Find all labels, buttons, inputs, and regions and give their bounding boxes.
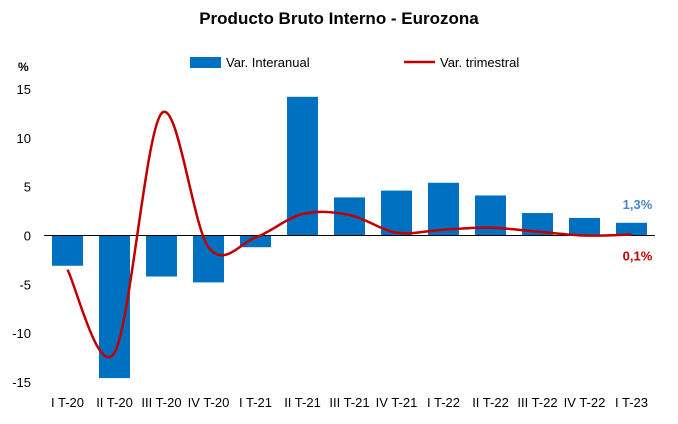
x-tick-label: II T-20 (96, 395, 133, 410)
bar (240, 235, 271, 248)
x-axis: I T-20 II T-20 III T-20 IV T-20 I T-21 II T-2… (51, 395, 648, 410)
x-tick-label: I T-20 (51, 395, 84, 410)
x-tick-label: III T-21 (329, 395, 369, 410)
data-label: 1,3% (623, 197, 653, 212)
line-series-path (66, 110, 632, 359)
y-axis: 15 10 5 0 -5 -10 -15 (12, 82, 31, 390)
x-tick-label: III T-20 (141, 395, 181, 410)
y-tick-label: 5 (24, 180, 31, 195)
bar (475, 195, 506, 236)
y-tick-label: 15 (17, 82, 31, 97)
bar (52, 235, 83, 266)
bar (428, 182, 459, 236)
y-tick-label: -10 (12, 326, 31, 341)
bar (569, 217, 600, 236)
x-tick-label: II T-21 (284, 395, 321, 410)
legend-label-line: Var. trimestral (440, 55, 519, 70)
y-axis-unit-label: % (18, 60, 29, 74)
y-tick-label: -15 (12, 375, 31, 390)
bar-series (52, 96, 647, 379)
x-tick-label: I T-21 (239, 395, 272, 410)
chart-title: Producto Bruto Interno - Eurozona (199, 9, 479, 28)
x-tick-label: IV T-20 (188, 395, 230, 410)
legend: Var. Interanual Var. trimestral (190, 55, 519, 70)
y-tick-label: 10 (17, 131, 31, 146)
x-tick-label: IV T-21 (376, 395, 418, 410)
x-tick-label: I T-23 (615, 395, 648, 410)
legend-swatch-bar (190, 57, 221, 68)
x-tick-label: II T-22 (472, 395, 509, 410)
legend-label-bar: Var. Interanual (226, 55, 310, 70)
x-tick-label: III T-22 (517, 395, 557, 410)
data-labels: 1,3% 0,1% (623, 197, 653, 264)
line-series (66, 110, 632, 359)
bar (193, 235, 224, 283)
bar (616, 222, 647, 236)
bar (146, 235, 177, 277)
data-label: 0,1% (623, 249, 653, 264)
x-tick-label: IV T-22 (564, 395, 606, 410)
x-tick-label: I T-22 (427, 395, 460, 410)
y-tick-label: -5 (19, 277, 31, 292)
y-tick-label: 0 (24, 229, 31, 244)
bar (334, 197, 365, 236)
bar (381, 190, 412, 236)
